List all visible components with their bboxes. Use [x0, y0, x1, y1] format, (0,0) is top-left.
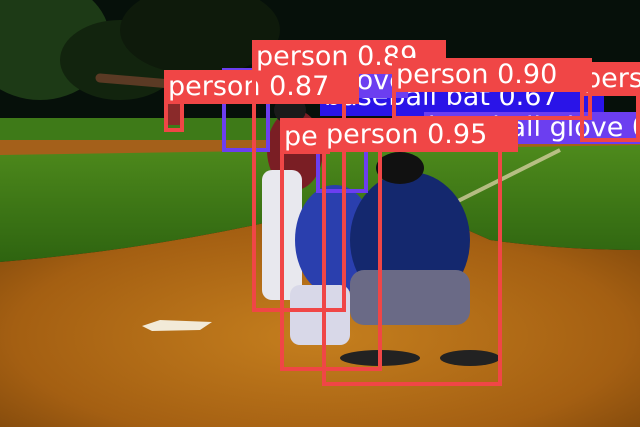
person-background-right-label: person 0.90	[392, 58, 592, 92]
person-catcher-umpire-label: person 0.95	[322, 118, 518, 152]
person-catcher-umpire-box	[322, 118, 502, 386]
